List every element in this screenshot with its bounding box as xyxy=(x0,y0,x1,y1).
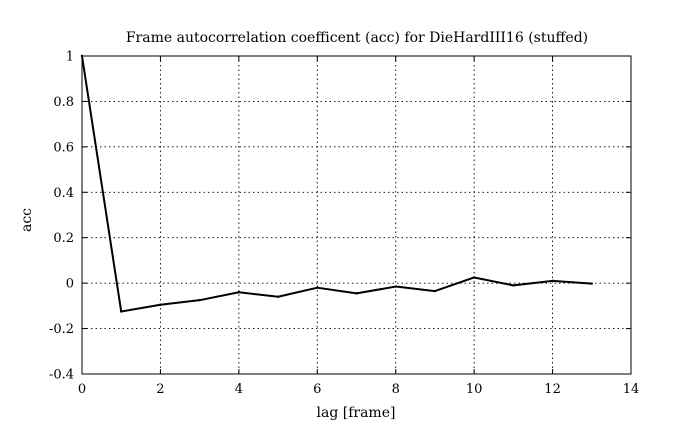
chart-title: Frame autocorrelation coefficent (acc) f… xyxy=(126,30,588,46)
series-layer xyxy=(80,54,593,313)
data-point xyxy=(198,298,201,302)
x-tick-label: 0 xyxy=(78,382,86,397)
y-tick-label: 0.6 xyxy=(53,140,74,155)
x-axis-label: lag [frame] xyxy=(317,405,396,421)
x-tick-label: 10 xyxy=(466,382,483,397)
data-point xyxy=(316,286,319,289)
x-tick-label: 8 xyxy=(392,382,400,397)
y-tick-label: 0.8 xyxy=(53,95,74,110)
data-point xyxy=(590,282,593,285)
data-point xyxy=(433,289,437,293)
axis-ticks: 0 2 4 6 8 10 12 14 -0.4 -0.2 0 0.2 0.4 0.6 0.8 1 xyxy=(49,50,639,398)
data-point xyxy=(237,291,241,294)
y-tick-label: 1 xyxy=(66,50,74,65)
series-line xyxy=(81,55,592,313)
y-tick-label: 0.4 xyxy=(53,186,74,201)
data-point xyxy=(80,54,84,58)
data-point xyxy=(355,292,358,295)
data-point xyxy=(512,284,515,287)
data-point xyxy=(159,303,162,306)
y-tick-label: 0.2 xyxy=(53,231,74,246)
y-tick-label: 0 xyxy=(66,277,74,292)
x-tick-label: 2 xyxy=(156,382,164,397)
x-tick-label: 4 xyxy=(235,382,243,397)
data-point xyxy=(551,279,554,283)
y-tick-label: -0.2 xyxy=(49,322,74,337)
data-point xyxy=(276,295,280,298)
data-point xyxy=(394,285,397,288)
x-tick-label: 12 xyxy=(544,382,561,397)
data-point xyxy=(472,276,476,279)
x-tick-label: 14 xyxy=(623,382,640,397)
grid xyxy=(82,56,631,374)
plot-area-frame xyxy=(81,55,632,375)
y-tick-label: -0.4 xyxy=(49,368,74,383)
data-point xyxy=(120,310,123,313)
x-tick-label: 6 xyxy=(313,382,321,397)
y-axis-label: acc xyxy=(19,208,35,232)
